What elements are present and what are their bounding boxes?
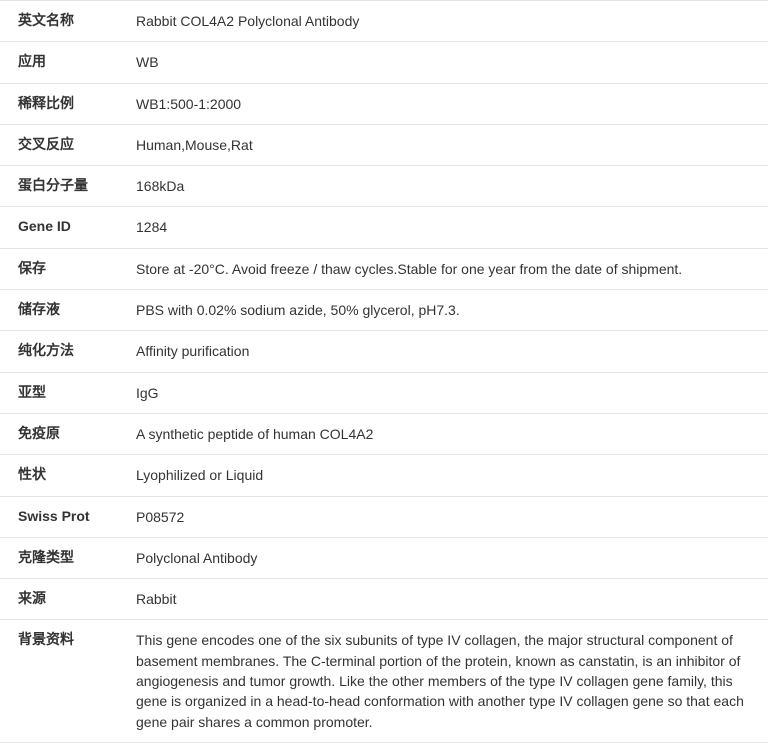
spec-label: Gene ID (0, 207, 128, 248)
spec-value: 168kDa (128, 166, 768, 207)
spec-value: Lyophilized or Liquid (128, 455, 768, 496)
spec-label: 免疫原 (0, 413, 128, 454)
spec-row: 储存液PBS with 0.02% sodium azide, 50% glyc… (0, 290, 768, 331)
spec-row: Swiss ProtP08572 (0, 496, 768, 537)
spec-label: 应用 (0, 42, 128, 83)
spec-label: 交叉反应 (0, 124, 128, 165)
spec-row: 来源Rabbit (0, 579, 768, 620)
spec-label: 英文名称 (0, 1, 128, 42)
spec-value: WB (128, 42, 768, 83)
spec-label: 背景资料 (0, 620, 128, 742)
spec-row: 应用WB (0, 42, 768, 83)
spec-row: Gene ID1284 (0, 207, 768, 248)
spec-row: 英文名称Rabbit COL4A2 Polyclonal Antibody (0, 1, 768, 42)
spec-label: 纯化方法 (0, 331, 128, 372)
spec-label: 性状 (0, 455, 128, 496)
spec-value: Polyclonal Antibody (128, 537, 768, 578)
spec-row: 性状Lyophilized or Liquid (0, 455, 768, 496)
spec-label: Swiss Prot (0, 496, 128, 537)
spec-row: 稀释比例WB1:500-1:2000 (0, 83, 768, 124)
spec-label: 亚型 (0, 372, 128, 413)
spec-label: 稀释比例 (0, 83, 128, 124)
spec-row: 克隆类型Polyclonal Antibody (0, 537, 768, 578)
spec-value: 1284 (128, 207, 768, 248)
spec-table-body: 英文名称Rabbit COL4A2 Polyclonal Antibody应用W… (0, 1, 768, 743)
spec-row: 纯化方法Affinity purification (0, 331, 768, 372)
spec-row: 亚型IgG (0, 372, 768, 413)
spec-row: 保存Store at -20°C. Avoid freeze / thaw cy… (0, 248, 768, 289)
spec-value: Store at -20°C. Avoid freeze / thaw cycl… (128, 248, 768, 289)
spec-value: WB1:500-1:2000 (128, 83, 768, 124)
spec-value: IgG (128, 372, 768, 413)
spec-row: 免疫原A synthetic peptide of human COL4A2 (0, 413, 768, 454)
spec-value: P08572 (128, 496, 768, 537)
spec-label: 克隆类型 (0, 537, 128, 578)
spec-row: 交叉反应Human,Mouse,Rat (0, 124, 768, 165)
spec-label: 蛋白分子量 (0, 166, 128, 207)
spec-value: A synthetic peptide of human COL4A2 (128, 413, 768, 454)
spec-label: 保存 (0, 248, 128, 289)
spec-value: PBS with 0.02% sodium azide, 50% glycero… (128, 290, 768, 331)
spec-table: 英文名称Rabbit COL4A2 Polyclonal Antibody应用W… (0, 0, 768, 743)
spec-row: 蛋白分子量168kDa (0, 166, 768, 207)
spec-row: 背景资料This gene encodes one of the six sub… (0, 620, 768, 742)
spec-value: Rabbit (128, 579, 768, 620)
spec-label: 来源 (0, 579, 128, 620)
spec-value: This gene encodes one of the six subunit… (128, 620, 768, 742)
spec-value: Human,Mouse,Rat (128, 124, 768, 165)
spec-value: Affinity purification (128, 331, 768, 372)
spec-label: 储存液 (0, 290, 128, 331)
spec-value: Rabbit COL4A2 Polyclonal Antibody (128, 1, 768, 42)
